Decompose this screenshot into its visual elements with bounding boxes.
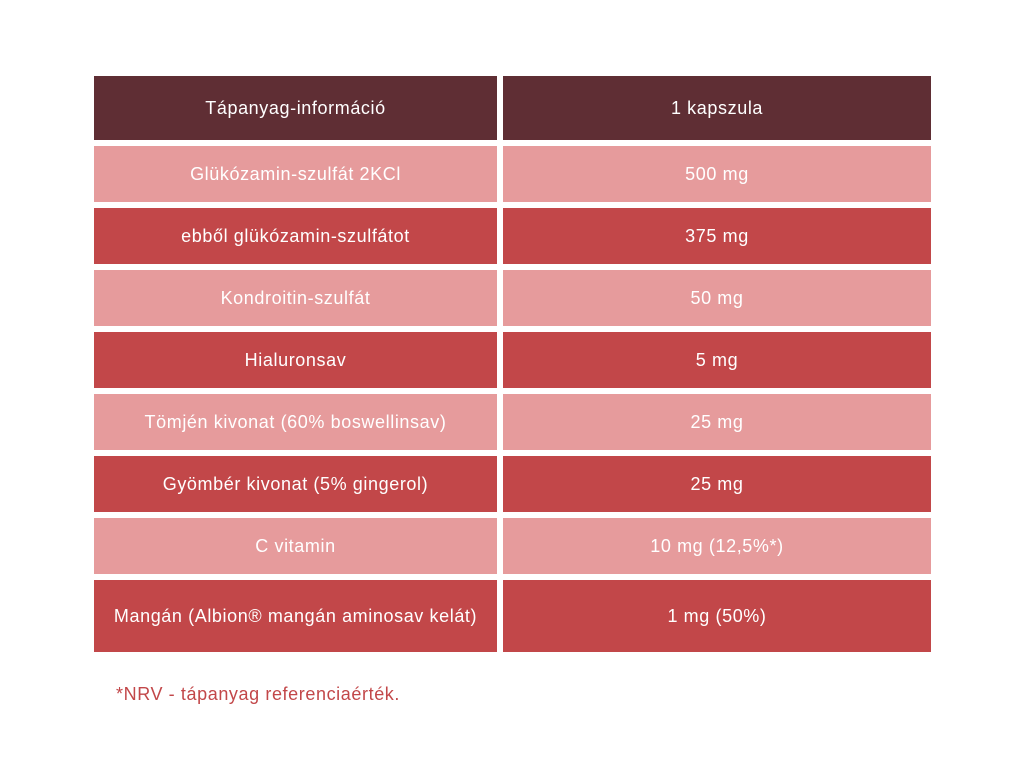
table-row: Mangán (Albion® mangán aminosav kelát) 1… [94,580,931,652]
nutrient-name-cell: C vitamin [94,518,497,574]
table-row: Gyömbér kivonat (5% gingerol) 25 mg [94,456,931,512]
table-header-row: Tápanyag-információ 1 kapszula [94,76,931,140]
nutrient-name-cell: Hialuronsav [94,332,497,388]
nutrient-value-cell: 1 mg (50%) [503,580,931,652]
table-row: ebből glükózamin-szulfátot 375 mg [94,208,931,264]
nutrient-name-cell: ebből glükózamin-szulfátot [94,208,497,264]
nutrient-value-cell: 10 mg (12,5%*) [503,518,931,574]
header-name-cell: Tápanyag-információ [94,76,497,140]
nutrient-name-cell: Mangán (Albion® mangán aminosav kelát) [94,580,497,652]
nutrition-table: Tápanyag-információ 1 kapszula Glükózami… [94,76,931,658]
table-row: Kondroitin-szulfát 50 mg [94,270,931,326]
table-row: Glükózamin-szulfát 2KCl 500 mg [94,146,931,202]
nutrient-value-cell: 375 mg [503,208,931,264]
table-row: C vitamin 10 mg (12,5%*) [94,518,931,574]
nutrient-name-cell: Tömjén kivonat (60% boswellinsav) [94,394,497,450]
nutrient-value-cell: 5 mg [503,332,931,388]
nutrient-value-cell: 25 mg [503,456,931,512]
table-row: Tömjén kivonat (60% boswellinsav) 25 mg [94,394,931,450]
nutrient-name-cell: Kondroitin-szulfát [94,270,497,326]
nutrient-value-cell: 500 mg [503,146,931,202]
header-value-cell: 1 kapszula [503,76,931,140]
table-row: Hialuronsav 5 mg [94,332,931,388]
nutrient-name-cell: Gyömbér kivonat (5% gingerol) [94,456,497,512]
nutrient-name-cell: Glükózamin-szulfát 2KCl [94,146,497,202]
nrv-footnote: *NRV - tápanyag referenciaérték. [116,684,401,704]
nutrient-value-cell: 25 mg [503,394,931,450]
nutrient-value-cell: 50 mg [503,270,931,326]
